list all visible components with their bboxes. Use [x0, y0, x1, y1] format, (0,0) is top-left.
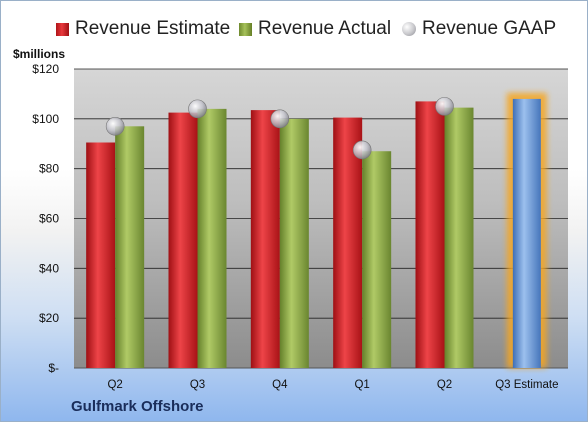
legend-label-gaap: Revenue GAAP [422, 18, 557, 39]
point-revenue-gaap [352, 140, 372, 160]
y-tick-label: $- [48, 361, 59, 375]
legend: Revenue Estimate Revenue Actual Revenue … [1, 15, 587, 43]
estimate-swatch-icon [56, 22, 69, 36]
company-name: Gulfmark Offshore [71, 398, 204, 415]
bar-revenue-estimate-projected [512, 98, 541, 369]
legend-label-estimate: Revenue Estimate [75, 18, 231, 39]
legend-item-gaap: Revenue GAAP [402, 15, 556, 43]
x-tick-label: Q3 Estimate [495, 379, 558, 391]
bar-revenue-actual [197, 108, 227, 368]
y-tick-label: $80 [39, 162, 59, 176]
bar-revenue-estimate [415, 101, 445, 369]
y-tick-label: $120 [32, 62, 59, 76]
legend-item-estimate: Revenue Estimate [56, 15, 230, 43]
bar-revenue-actual [444, 107, 474, 368]
y-tick-label: $100 [32, 112, 59, 126]
y-axis-unit-label: $millions [13, 47, 66, 61]
bar-revenue-estimate [168, 112, 198, 369]
bar-revenue-actual [362, 151, 392, 368]
x-tick-label: Q2 [437, 379, 452, 391]
x-tick-label: Q2 [107, 379, 122, 391]
y-tick-label: $40 [39, 261, 59, 275]
x-tick-label: Q1 [354, 379, 369, 391]
y-tick-label: $20 [39, 311, 59, 325]
point-revenue-gaap [188, 99, 207, 119]
bar-revenue-estimate [333, 117, 363, 369]
bar-revenue-actual [279, 118, 309, 368]
point-revenue-gaap [105, 117, 125, 136]
legend-item-actual: Revenue Actual [239, 15, 391, 43]
y-tick-label: $60 [39, 212, 59, 226]
legend-label-actual: Revenue Actual [258, 18, 392, 39]
gaap-swatch-icon [402, 22, 416, 36]
point-revenue-gaap [435, 97, 454, 116]
bar-revenue-actual [115, 126, 145, 368]
point-revenue-gaap [270, 109, 290, 129]
x-tick-label: Q3 [190, 379, 205, 391]
bar-revenue-estimate [250, 110, 280, 369]
actual-swatch-icon [239, 22, 252, 36]
bar-revenue-estimate [86, 142, 116, 368]
x-tick-label: Q4 [272, 379, 288, 391]
